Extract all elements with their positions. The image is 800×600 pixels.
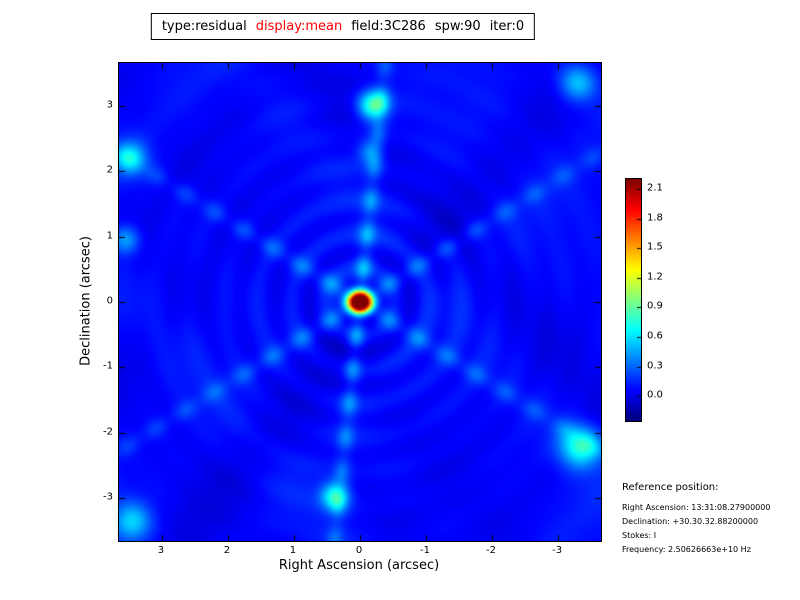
title-segment: iter:0 [489, 19, 525, 34]
colorbar-tick-label: 0.6 [647, 330, 663, 342]
reference-line: Frequency: 2.50626663e+10 Hz [622, 545, 751, 554]
y-tick-label: -3 [103, 491, 113, 503]
reference-line: Stokes: I [622, 531, 657, 540]
y-tick-label: 3 [106, 99, 113, 111]
colorbar-tick-label: 1.2 [647, 271, 663, 283]
reference-line: Right Ascension: 13:31:08.27900000 [622, 503, 771, 512]
y-tick-label: -1 [103, 360, 113, 372]
colorbar-tick-label: 1.8 [647, 212, 663, 223]
y-tick-label: 0 [106, 295, 113, 307]
x-tick-label: -3 [552, 545, 563, 556]
x-tick-label: 3 [157, 545, 165, 556]
x-tick-label: 0 [355, 545, 363, 556]
y-tick-label: -2 [103, 426, 113, 438]
colorbar-tick-label: 0.3 [647, 360, 663, 372]
title-segment: spw:90 [434, 19, 481, 34]
reference-position: Reference position: Right Ascension: 13:… [622, 482, 798, 557]
residual-image [119, 63, 601, 541]
colorbar-tick-label: 1.5 [647, 241, 663, 253]
colorbar [625, 178, 642, 422]
plot-area [118, 62, 602, 542]
colorbar-tick-label: 0.9 [647, 300, 663, 312]
x-axis-label: Right Ascension (arcsec) [278, 558, 440, 573]
title-segment: type:residual [161, 19, 247, 34]
x-tick-label: 1 [289, 545, 297, 556]
reference-heading: Reference position: [622, 482, 719, 493]
colorbar-tick-label: 2.1 [647, 182, 663, 194]
x-tick-label: -1 [420, 545, 431, 556]
reference-lines: Right Ascension: 13:31:08.27900000 Declin… [622, 501, 798, 557]
title-segment: field:3C286 [351, 19, 426, 34]
y-tick-label: 2 [106, 164, 113, 176]
title-segment: display:mean [255, 19, 343, 34]
colorbar-tick-label: 0.0 [647, 389, 663, 401]
y-tick-label: 1 [106, 230, 113, 242]
x-tick-label: -2 [486, 545, 497, 556]
title-box: type:residual display:mean field:3C286 spw:… [150, 13, 536, 40]
x-tick-label: 2 [223, 545, 231, 556]
reference-line: Declination: +30.30.32.88200000 [622, 517, 759, 526]
